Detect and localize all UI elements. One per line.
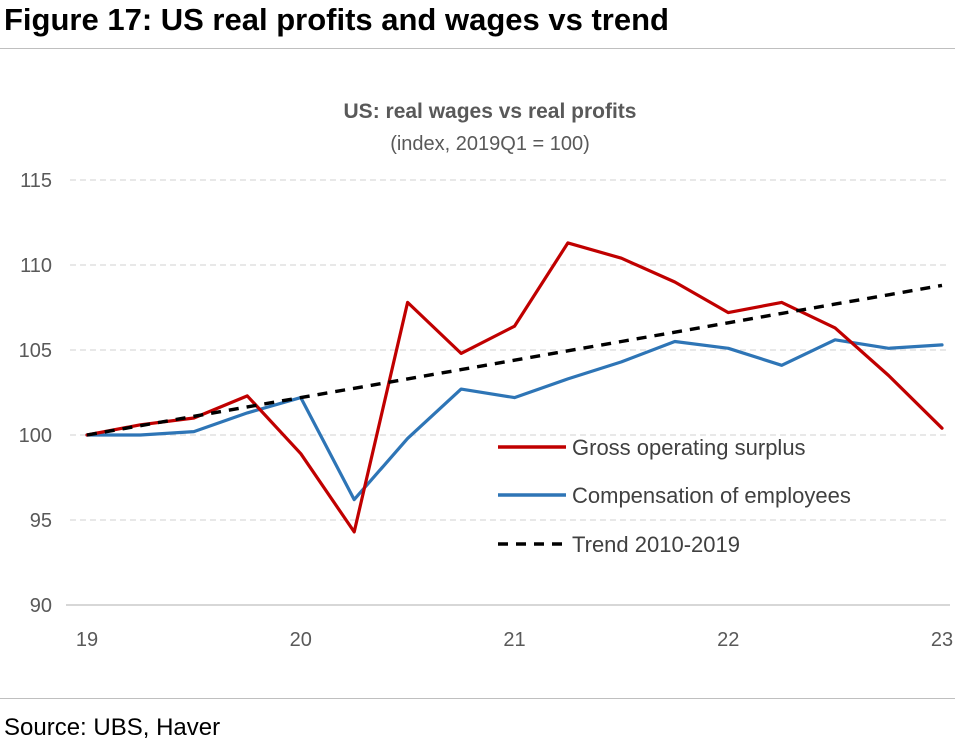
series-lines (85, 241, 944, 534)
y-tick-label: 95 (30, 510, 52, 532)
series-line-compensation-of-employees (85, 338, 944, 502)
legend-label: Compensation of employees (572, 483, 851, 508)
top-divider (0, 48, 955, 49)
series-line-trend (86, 283, 943, 437)
chart: US: real wages vs real profits (index, 2… (19, 100, 954, 651)
y-tick-label: 110 (20, 255, 52, 277)
y-tick-label: 115 (20, 170, 52, 192)
x-axis-labels: 19 20 21 22 23 (76, 629, 953, 651)
source-note: Source: UBS, Haver (4, 714, 221, 741)
legend: Gross operating surplus Compensation of e… (498, 435, 851, 557)
y-tick-label: 100 (19, 425, 52, 447)
x-tick-label: 20 (290, 629, 312, 651)
x-tick-label: 22 (717, 629, 739, 651)
chart-title: US: real wages vs real profits (344, 100, 637, 123)
y-tick-label: 90 (30, 595, 52, 617)
chart-subtitle: (index, 2019Q1 = 100) (390, 133, 590, 155)
y-axis-labels: 90 95 100 105 110 115 (19, 170, 52, 617)
bottom-divider (0, 698, 955, 699)
legend-label: Gross operating surplus (572, 435, 806, 460)
x-tick-label: 23 (931, 629, 953, 651)
legend-label: Trend 2010-2019 (572, 532, 740, 557)
x-tick-label: 21 (503, 629, 525, 651)
y-tick-label: 105 (19, 340, 52, 362)
figure-title: Figure 17: US real profits and wages vs … (4, 2, 669, 37)
gridlines (70, 179, 947, 521)
x-tick-label: 19 (76, 629, 98, 651)
